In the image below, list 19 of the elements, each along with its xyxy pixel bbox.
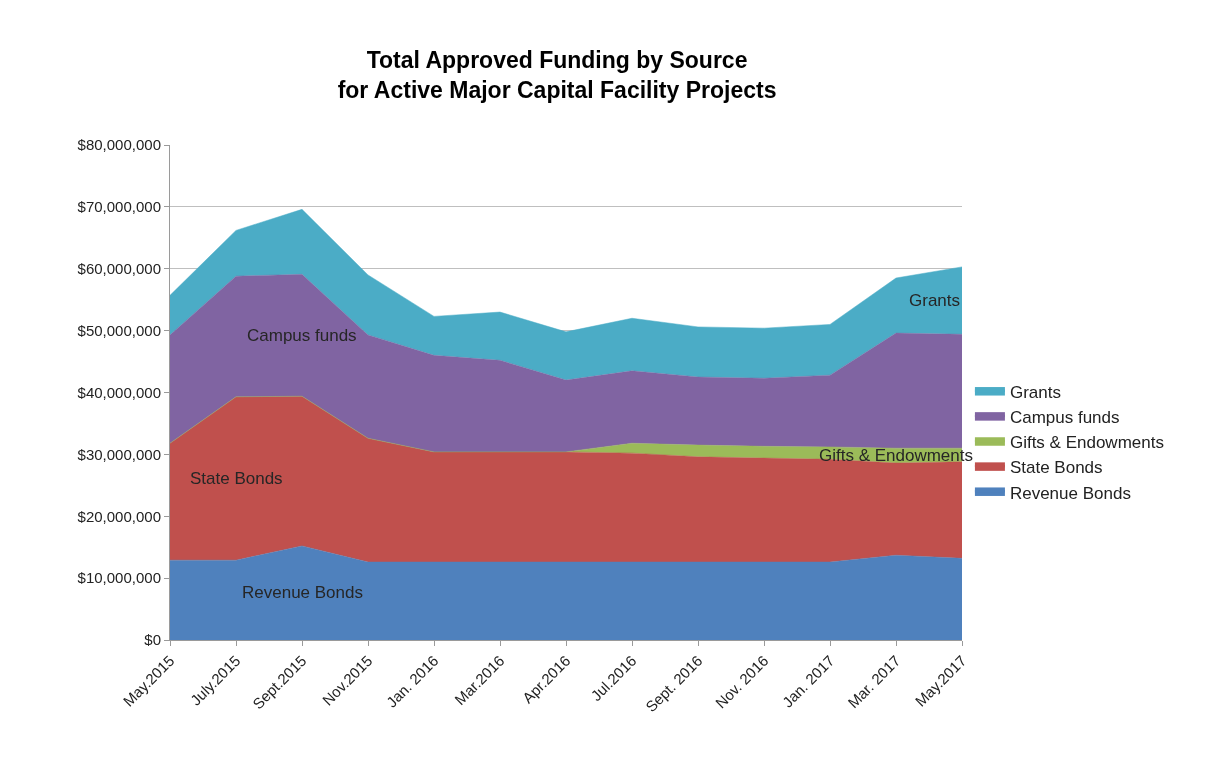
text: Grants [909,291,961,310]
legend-label: State Bonds [1009,458,1103,478]
legend-label: Gifts & Endowments [1009,433,1164,453]
legend-label: Revenue Bonds [1009,483,1131,503]
text: Campus funds [247,326,357,345]
y-tick-label: $80,000,000 [77,136,161,154]
y-tick-label: $0 [144,631,161,649]
y-tick-label: $20,000,000 [77,507,161,525]
y-tick-label: $70,000,000 [77,198,161,216]
y-tick-label: $40,000,000 [77,383,161,401]
y-tick-label: $30,000,000 [77,445,161,463]
y-tick-label: $10,000,000 [77,569,161,587]
legend-label: Campus funds [1009,408,1120,428]
y-tick-label: $60,000,000 [77,260,161,277]
text: Revenue Bonds [242,583,363,602]
legend-label: Grants [1009,383,1061,403]
text: State Bonds [190,469,283,488]
chart-title: Total Approved Funding by Source for Active Major Capital Facility Projects [337,47,777,103]
y-tick-label: $50,000,000 [77,321,161,339]
